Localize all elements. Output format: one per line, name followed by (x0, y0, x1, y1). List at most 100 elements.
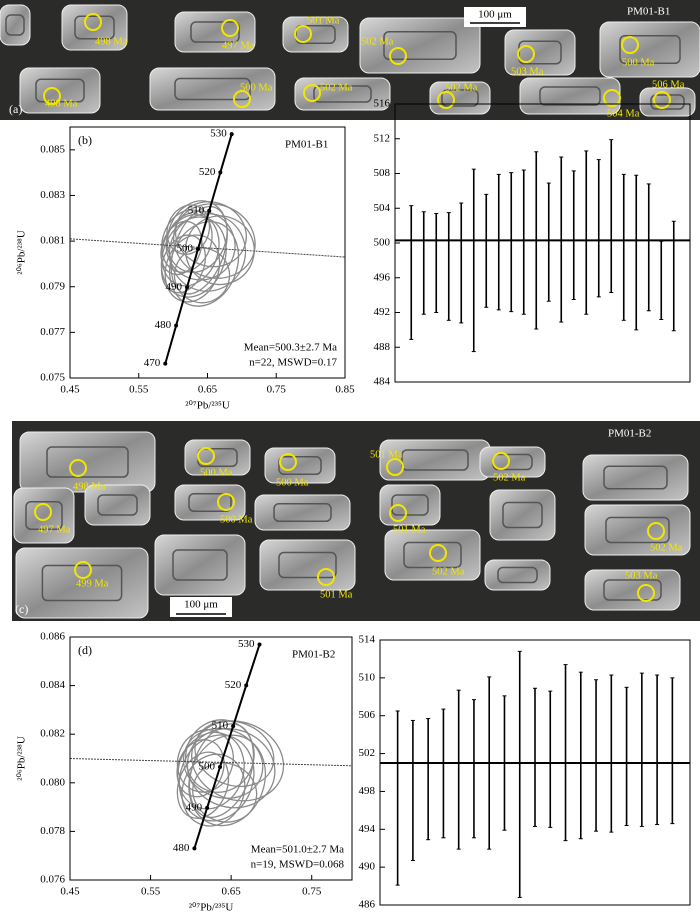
y-tick-label: 486 (359, 899, 376, 911)
y-tick-label: 488 (374, 341, 391, 353)
analysis-spot (217, 493, 235, 511)
analysis-spot (647, 522, 665, 540)
error-bar (521, 169, 526, 315)
sample-name: PM01-B1 (627, 6, 670, 18)
plot-frame (394, 103, 691, 383)
analysis-spot (279, 453, 297, 471)
error-ellipse (173, 247, 231, 304)
zircon-zoning (441, 89, 479, 107)
error-bar (639, 672, 644, 827)
scale-bar-label: 100 μm (184, 599, 218, 611)
zircon-zoning (603, 465, 668, 490)
error-bar (634, 174, 639, 331)
zircon-zoning (190, 21, 240, 43)
error-bar (624, 686, 629, 826)
x-tick-label: 0.75 (302, 886, 322, 898)
error-ellipse (164, 234, 221, 303)
y-tick-label: 0.080 (40, 776, 65, 788)
y-tick-label: 502 (359, 747, 376, 759)
error-ellipse (185, 719, 255, 793)
zircon-grain (489, 489, 556, 541)
zircon-zoning (313, 85, 372, 103)
age-label: 501 Ma (320, 589, 353, 600)
error-ellipse (166, 204, 211, 255)
zircon-zoning (46, 446, 129, 478)
error-bar (546, 182, 551, 302)
concordia-age: 530 (210, 128, 227, 140)
age-label: 498 Ma (45, 98, 78, 109)
zircon-grain (639, 87, 696, 117)
scale-bar-label: 100 μm (478, 9, 512, 21)
zircon-zoning (172, 549, 228, 581)
concordia-age: 480 (155, 319, 172, 331)
analysis-spot (34, 503, 52, 521)
error-bar (459, 202, 464, 324)
age-label: 502 Ma (320, 82, 353, 93)
analysis-spot (386, 458, 404, 476)
analysis-spot (74, 561, 92, 579)
stats-text: n=19, MSWD=0.068 (251, 859, 345, 871)
concordia-age: 520 (199, 166, 216, 178)
zircon-grain (484, 559, 551, 591)
y-tick-label: 504 (374, 202, 391, 214)
y-tick-label: 508 (374, 167, 391, 179)
error-bar (609, 139, 614, 294)
analysis-spot (389, 504, 407, 522)
concordia-age: 510 (188, 204, 205, 216)
y-tick-label: 0.075 (40, 372, 65, 384)
error-bar (509, 172, 514, 313)
analysis-spot (621, 36, 639, 54)
y-tick-label: 500 (374, 237, 391, 249)
age-label: 498 Ma (95, 36, 128, 47)
plot-area (70, 644, 352, 849)
analysis-spot (389, 47, 407, 65)
analysis-spot (317, 568, 335, 586)
analysis-spot (517, 45, 535, 63)
error-bar (456, 689, 461, 850)
zircon-zoning (174, 77, 251, 101)
zircon-zoning (605, 516, 670, 544)
error-ellipse (160, 234, 206, 294)
x-tick-label: 0.75 (267, 384, 287, 396)
concordia-point (185, 285, 190, 290)
error-ellipse (194, 720, 275, 788)
concordia-age: 510 (212, 720, 229, 732)
analysis-spot (637, 584, 655, 602)
zircon-zoning (74, 15, 115, 40)
concordia-point (231, 724, 236, 729)
y-tick-label: 0.082 (40, 728, 65, 740)
y-tick-label: 492 (374, 306, 391, 318)
zircon-zoning (278, 456, 322, 475)
zircon-grain (154, 534, 246, 596)
analysis-spot (437, 91, 455, 109)
error-bar (646, 183, 651, 312)
zircon-zoning (502, 501, 543, 529)
error-ellipse (174, 201, 247, 268)
age-label: 504 Ma (607, 108, 640, 119)
age-label: 500 Ma (240, 82, 273, 93)
error-bar (596, 159, 601, 298)
concordia-point (229, 132, 234, 137)
concordia-age: 480 (173, 842, 190, 854)
age-label: 502 Ma (361, 36, 394, 47)
zircon-grain (259, 539, 356, 591)
concordia-age: 530 (238, 638, 255, 650)
age-label: 500 Ma (200, 467, 233, 478)
concordia-point (218, 170, 223, 175)
scale-bar-box (170, 597, 232, 617)
panel-label: (b) (78, 133, 92, 147)
error-bar (578, 671, 583, 840)
y-tick-label: 490 (359, 861, 376, 873)
zircon-zoning (35, 78, 85, 103)
zircon-grain (379, 484, 441, 526)
error-bar (621, 173, 626, 321)
y-tick-label: 0.079 (40, 280, 65, 292)
concordia-point (207, 208, 212, 213)
age-label: 503 Ma (625, 570, 658, 581)
reference-line (70, 238, 345, 258)
age-label: 502 Ma (445, 82, 478, 93)
age-label: 500 Ma (220, 514, 253, 525)
zircon-zoning (273, 503, 332, 522)
error-bar (548, 690, 553, 828)
zircon-zoning (97, 494, 138, 516)
